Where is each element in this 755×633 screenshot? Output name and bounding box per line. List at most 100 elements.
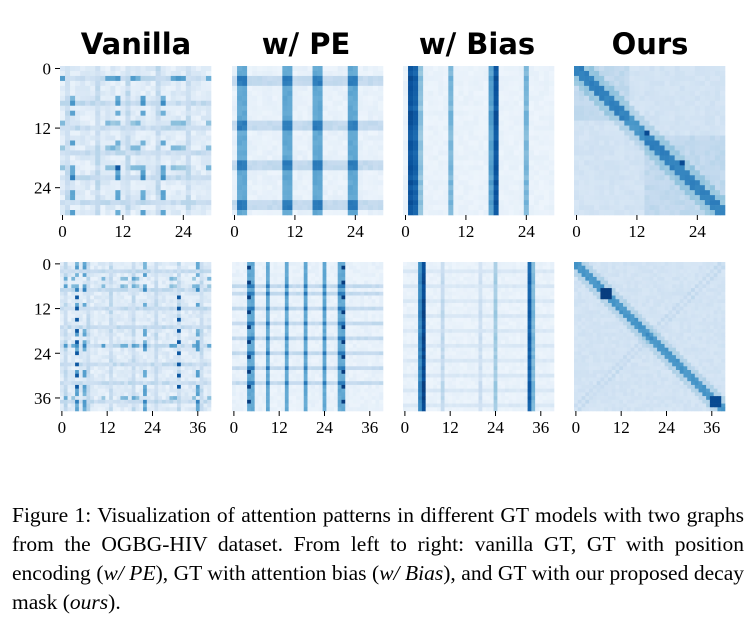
heatmap-cell bbox=[347, 185, 354, 191]
heatmap-cell bbox=[195, 265, 200, 270]
heatmap-cell bbox=[170, 145, 177, 151]
heatmap-cell bbox=[357, 115, 364, 121]
heatmap-cell bbox=[252, 155, 258, 161]
heatmap-cell bbox=[130, 130, 136, 136]
heatmap-cell bbox=[413, 80, 419, 87]
heatmap-cell bbox=[714, 170, 721, 176]
heatmap-cell bbox=[100, 105, 106, 111]
heatmap-cell bbox=[352, 210, 359, 216]
heatmap-cell bbox=[574, 95, 580, 102]
heatmap-cell bbox=[175, 195, 182, 201]
heatmap-cell bbox=[312, 120, 318, 126]
heatmap-cell bbox=[498, 66, 504, 72]
heatmap-cell bbox=[408, 130, 414, 136]
heatmap-cell bbox=[237, 135, 243, 141]
heatmap-cell bbox=[287, 195, 293, 201]
heatmap-cell bbox=[60, 200, 66, 206]
heatmap-cell bbox=[719, 160, 726, 166]
heatmap-cell bbox=[543, 195, 550, 201]
heatmap-cell bbox=[180, 150, 187, 156]
heatmap-cell bbox=[75, 302, 80, 308]
heatmap-cell bbox=[297, 205, 303, 211]
heatmap-cell bbox=[347, 100, 354, 107]
heatmap-cell bbox=[589, 165, 595, 171]
heatmap-cell bbox=[115, 195, 121, 201]
heatmap-cell bbox=[699, 205, 706, 211]
heatmap-cell bbox=[498, 195, 504, 201]
heatmap-cell bbox=[177, 265, 182, 270]
heatmap-cell bbox=[95, 120, 101, 126]
heatmap-cell bbox=[97, 325, 102, 330]
heatmap-cell bbox=[413, 165, 419, 171]
heatmap-cell bbox=[292, 140, 298, 146]
heatmap-cell bbox=[135, 377, 140, 382]
heatmap-cell bbox=[599, 70, 605, 77]
heatmap-cell bbox=[714, 95, 721, 102]
heatmap-cell bbox=[192, 291, 197, 296]
heatmap-cell bbox=[669, 160, 675, 166]
heatmap-cell bbox=[131, 302, 136, 308]
heatmap-cell bbox=[60, 170, 66, 176]
heatmap-cell bbox=[332, 130, 338, 136]
heatmap-cell bbox=[287, 190, 293, 196]
heatmap-cell bbox=[86, 347, 91, 352]
heatmap-cell bbox=[694, 100, 701, 107]
heatmap-cell bbox=[150, 343, 155, 348]
heatmap-cell bbox=[639, 105, 645, 111]
heatmap-cell bbox=[199, 269, 204, 274]
heatmap-cell bbox=[679, 85, 686, 92]
heatmap-cell bbox=[574, 110, 580, 116]
heatmap-cell bbox=[694, 155, 701, 161]
heatmap-cell bbox=[80, 105, 86, 111]
heatmap-cell bbox=[160, 130, 166, 136]
heatmap-cell bbox=[619, 190, 625, 196]
heatmap-cell bbox=[160, 70, 166, 77]
heatmap-cell bbox=[659, 70, 665, 77]
heatmap-cell bbox=[694, 170, 701, 176]
heatmap-cell bbox=[205, 95, 212, 102]
heatmap-cell bbox=[177, 280, 182, 285]
heatmap-cell bbox=[272, 170, 278, 176]
heatmap-cell bbox=[267, 150, 273, 156]
heatmap-cell bbox=[177, 332, 182, 337]
heatmap-cell bbox=[262, 200, 268, 206]
heatmap-cell bbox=[63, 343, 68, 348]
heatmap-cell bbox=[97, 306, 102, 311]
heatmap-cell bbox=[135, 358, 140, 363]
heatmap-cell bbox=[533, 185, 540, 191]
heatmap-cell bbox=[165, 80, 172, 87]
heatmap-cell bbox=[177, 366, 182, 371]
heatmap-cell bbox=[649, 195, 655, 201]
heatmap-cell bbox=[130, 160, 136, 166]
heatmap-cell bbox=[185, 140, 192, 146]
heatmap-cell bbox=[184, 295, 189, 300]
heatmap-cell bbox=[704, 190, 711, 196]
heatmap-cell bbox=[478, 165, 484, 171]
heatmap-cell bbox=[654, 70, 660, 77]
heatmap-cell bbox=[694, 80, 701, 87]
heatmap-cell bbox=[60, 317, 65, 322]
heatmap-cell bbox=[377, 95, 384, 102]
heatmap-cell bbox=[105, 317, 110, 322]
heatmap-cell bbox=[488, 66, 494, 72]
heatmap-cell bbox=[75, 358, 80, 363]
heatmap-cell bbox=[423, 195, 429, 201]
heatmap-cell bbox=[101, 381, 106, 386]
x-tick-label: 24 bbox=[689, 222, 707, 241]
heatmap-cell bbox=[689, 70, 696, 77]
heatmap-cell bbox=[533, 190, 540, 196]
heatmap-cell bbox=[124, 370, 129, 375]
heatmap-cell bbox=[262, 66, 268, 72]
heatmap-cell bbox=[493, 110, 499, 116]
heatmap-cell bbox=[428, 160, 434, 166]
heatmap-cell bbox=[85, 195, 91, 201]
heatmap-cell bbox=[101, 269, 106, 274]
heatmap-cell bbox=[513, 175, 520, 181]
heatmap-cell bbox=[307, 200, 313, 206]
heatmap-cell bbox=[71, 343, 76, 348]
heatmap-cell bbox=[82, 288, 87, 293]
heatmap-cell bbox=[463, 125, 469, 131]
heatmap-cell bbox=[719, 170, 726, 176]
heatmap-cell bbox=[165, 299, 170, 304]
heatmap-cell bbox=[101, 276, 106, 281]
